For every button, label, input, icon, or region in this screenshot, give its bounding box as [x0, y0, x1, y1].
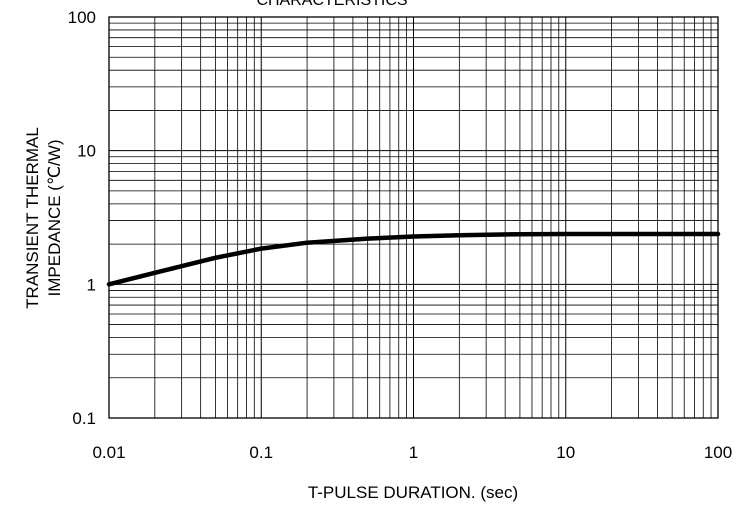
chart-title: CHARACTERISTICS [256, 0, 407, 9]
x-tick-labels: 0.01 0.1 1 10 100 [92, 443, 732, 462]
y-tick-label: 1 [87, 275, 96, 294]
series-group [106, 231, 721, 287]
y-tick-label: 0.1 [72, 409, 96, 428]
y-tick-label: 10 [77, 142, 96, 161]
series-line [106, 231, 721, 287]
x-tick-label: 1 [409, 443, 418, 462]
plot-frame [108, 16, 719, 419]
x-tick-label: 0.01 [92, 443, 125, 462]
y-tick-labels: 0.1 1 10 100 [68, 8, 96, 428]
grid-lines [108, 17, 718, 419]
x-tick-label: 0.1 [249, 443, 273, 462]
x-axis-title: T-PULSE DURATION. (sec) [308, 483, 518, 502]
x-tick-label: 100 [704, 443, 732, 462]
x-tick-label: 10 [556, 443, 575, 462]
y-axis-title-line2: IMPEDANCE (℃/W) [45, 140, 64, 297]
y-tick-label: 100 [68, 8, 96, 27]
y-axis-title-line1: TRANSIENT THERMAL [23, 127, 42, 309]
